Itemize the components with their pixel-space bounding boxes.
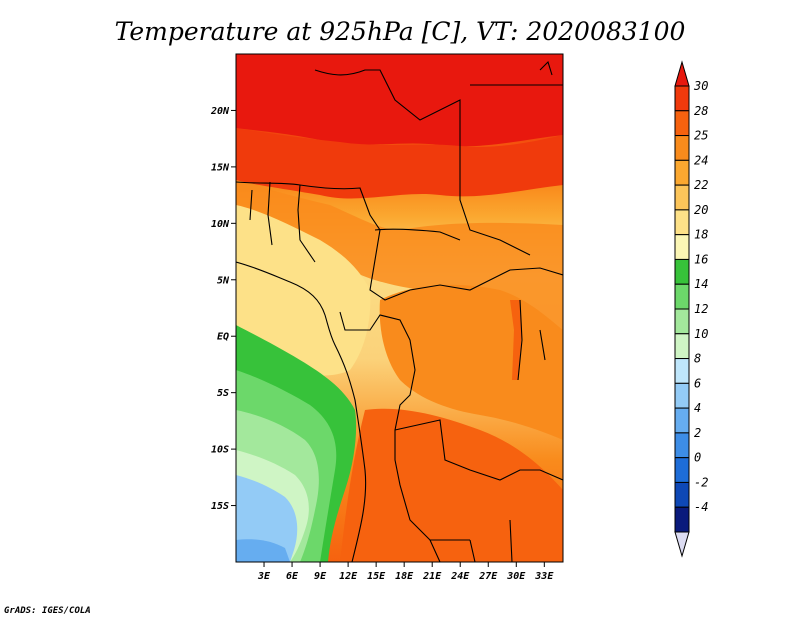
northern-borders xyxy=(314,69,531,256)
colorbar-swatch xyxy=(674,209,690,236)
colorbar-swatch xyxy=(674,159,690,186)
map-frame xyxy=(235,53,564,563)
colorbar-swatch xyxy=(674,283,690,310)
coastlines-and-borders xyxy=(236,60,563,562)
colorbar-swatch xyxy=(674,358,690,384)
colorbar-swatch xyxy=(674,135,690,161)
colorbar-bottom-arrow xyxy=(674,531,690,558)
latitude-axis: 20N 15N 10N 5N EQ 5S 10S 15S xyxy=(210,106,236,512)
colorbar-label: 16 xyxy=(694,252,708,266)
lon-tick-label: 24E xyxy=(450,571,470,582)
angola-zambia-borders xyxy=(394,419,563,481)
lon-tick-label: 33E xyxy=(534,571,554,582)
lon-tick-label: 3E xyxy=(257,571,271,582)
sahel-hot-zone xyxy=(236,128,563,199)
colorbar-label: 6 xyxy=(694,376,701,390)
colorbar-label: 2 xyxy=(694,426,701,440)
lat-tick-label: 10N xyxy=(211,219,230,230)
colorbar-label: -4 xyxy=(694,500,708,514)
colorbar-label: 4 xyxy=(694,401,701,415)
colorbar-swatch xyxy=(674,333,690,360)
west-africa-borders xyxy=(249,181,316,263)
lon-tick-label: 27E xyxy=(478,571,498,582)
colorbar-label: 20 xyxy=(694,203,708,217)
colorbar-label: 18 xyxy=(694,228,708,242)
lon-tick-label: 6E xyxy=(286,571,299,582)
angola-zambia-warm-zone xyxy=(340,408,563,562)
colorbar-label: 0 xyxy=(694,451,701,465)
nile-delta-outline xyxy=(539,60,553,76)
colorbar-swatch xyxy=(674,85,690,112)
lat-tick-label: 5N xyxy=(217,275,230,286)
lon-tick-label: 21E xyxy=(422,571,442,582)
central-borders xyxy=(339,311,470,541)
rift-valley-zone xyxy=(510,300,522,380)
lat-tick-label: 15S xyxy=(211,501,229,512)
colorbar-swatch xyxy=(674,506,690,533)
colorbar-label: 22 xyxy=(694,178,708,192)
temperature-map xyxy=(236,54,563,562)
chad-car-border xyxy=(374,228,461,241)
colorbar-swatch xyxy=(674,234,690,260)
longitude-axis: 3E 6E 9E 12E 15E 18E 21E 24E 27E 30E 33E xyxy=(257,562,554,582)
colorbar-label: 14 xyxy=(694,277,708,291)
colorbar-swatch xyxy=(674,432,690,459)
colorbar-label: 30 xyxy=(693,79,708,93)
colorbar-label: 28 xyxy=(694,104,708,118)
west-coast-mild-zone xyxy=(236,205,371,376)
atlantic-6c-zone xyxy=(236,539,290,562)
colorbar-swatch xyxy=(674,382,690,409)
colorbar-label: 10 xyxy=(694,327,708,341)
lon-tick-label: 9E xyxy=(314,571,327,582)
lat-tick-label: 15N xyxy=(211,162,230,173)
colorbar-swatch xyxy=(674,481,690,508)
southern-borders xyxy=(429,519,513,562)
lon-tick-label: 15E xyxy=(367,571,386,582)
colorbar-swatch xyxy=(674,258,690,285)
colorbar-label: 25 xyxy=(694,129,708,143)
colorbar-label: 8 xyxy=(694,352,701,366)
colorbar-label: 24 xyxy=(694,153,708,167)
lat-tick-label: EQ xyxy=(217,332,229,343)
colorbar-top-arrow xyxy=(674,60,690,87)
great-lakes-outline xyxy=(517,299,546,381)
sahara-hot-band xyxy=(435,54,541,65)
colorbar-label: 12 xyxy=(694,302,708,316)
colorbar-swatch xyxy=(674,457,690,483)
grads-credit: GrADS: IGES/COLA xyxy=(4,606,91,616)
lat-tick-label: 20N xyxy=(210,106,230,117)
lat-tick-label: 5S xyxy=(217,388,229,399)
colorbar-swatch xyxy=(674,110,690,137)
sahara-hot-zone xyxy=(236,54,563,147)
colorbar-swatch xyxy=(674,407,690,434)
colorbar-label: -2 xyxy=(694,475,708,489)
page-title: Temperature at 925hPa [C], VT: 202008310… xyxy=(115,17,686,46)
lon-tick-label: 18E xyxy=(395,571,414,582)
colorbar-swatch xyxy=(674,184,690,211)
lat-tick-label: 10S xyxy=(211,445,229,456)
colorbar-swatch xyxy=(674,308,690,335)
lon-tick-label: 30E xyxy=(506,571,526,582)
atlantic-coastline xyxy=(236,261,367,562)
lon-tick-label: 12E xyxy=(339,571,358,582)
